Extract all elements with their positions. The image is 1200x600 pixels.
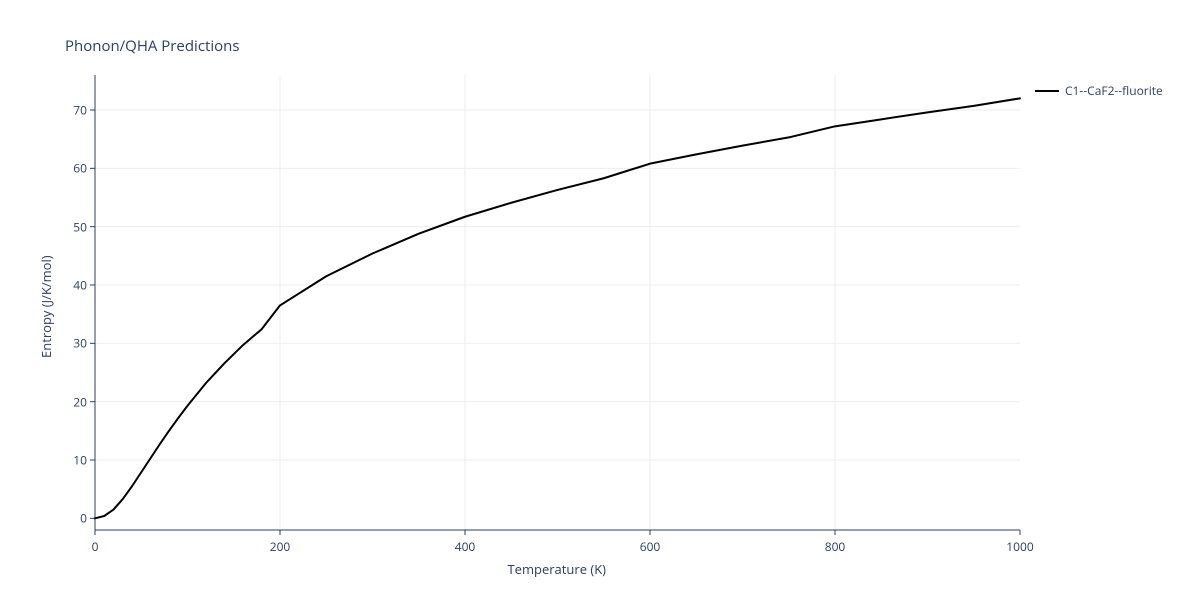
x-axis-label: Temperature (K) [508,560,607,578]
x-tick-label: 0 [92,538,99,555]
y-axis-label: Entropy (J/K/mol) [37,255,55,358]
legend-series-label: C1--CaF2--fluorite [1065,82,1163,99]
legend: C1--CaF2--fluorite [1035,82,1163,99]
y-tick-label: 0 [65,510,87,527]
x-tick-label: 1000 [1006,538,1033,555]
x-tick-label: 800 [825,538,846,555]
y-tick-label: 70 [65,102,87,119]
y-tick-label: 10 [65,452,87,469]
chart-plot-area [0,0,1200,600]
x-tick-label: 600 [640,538,661,555]
legend-swatch-line [1035,90,1059,92]
y-tick-label: 60 [65,160,87,177]
chart-container: Phonon/QHA Predictions Temperature (K) E… [0,0,1200,600]
x-tick-label: 200 [270,538,291,555]
y-tick-label: 30 [65,335,87,352]
y-tick-label: 20 [65,393,87,410]
series-line [95,98,1020,518]
x-tick-label: 400 [455,538,476,555]
y-tick-label: 40 [65,277,87,294]
y-tick-label: 50 [65,218,87,235]
